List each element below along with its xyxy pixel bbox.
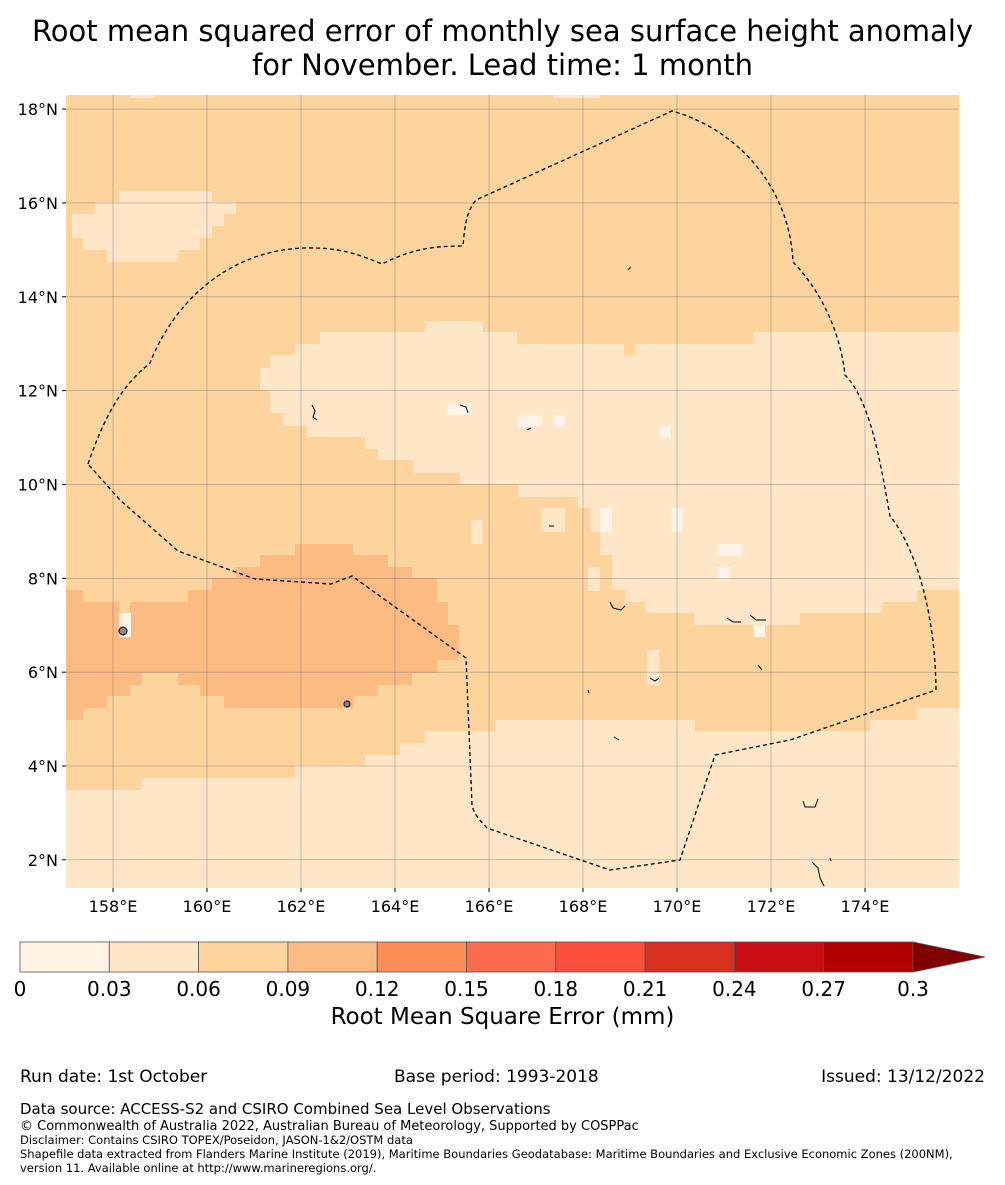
gridlines — [66, 95, 959, 888]
islands — [118, 266, 832, 887]
colorbar-tick-label: 0.18 — [534, 977, 579, 1001]
colorbar-segment — [555, 941, 646, 973]
data-source: Data source: ACCESS-S2 and CSIRO Combine… — [20, 1100, 551, 1118]
eez-boundary — [87, 110, 937, 871]
colorbar-segment — [19, 941, 110, 973]
region-high-west — [66, 544, 459, 720]
shapefile-credit-2: version 11. Available online at http://w… — [20, 1161, 377, 1175]
colorbar-segment — [734, 941, 825, 973]
colorbar-tick-label: 0.15 — [444, 977, 489, 1001]
colorbar-tick-label: 0.09 — [266, 977, 311, 1001]
colorbar-tick-label: 0.12 — [355, 977, 400, 1001]
title-line-2: for November. Lead time: 1 month — [252, 48, 753, 82]
map-fill-layer — [66, 95, 959, 888]
colorbar-tick-label: 0.06 — [176, 977, 221, 1001]
lon-tick-label: 160°E — [183, 897, 232, 916]
lon-tick-label: 172°E — [747, 897, 796, 916]
copyright: © Commonwealth of Australia 2022, Austra… — [20, 1119, 639, 1134]
colorbar-tick-label: 0.03 — [87, 977, 132, 1001]
colorbar-segment — [108, 941, 200, 973]
colorbar-ticks: 0 0.03 0.06 0.09 0.12 0.15 0.18 0.21 0.24 0.27 0.3 — [14, 977, 929, 1001]
colorbar-segment — [644, 941, 735, 973]
lon-tick-label: 164°E — [371, 897, 420, 916]
lat-tick-label: 4°N — [28, 757, 58, 776]
lon-tick-label: 170°E — [653, 897, 702, 916]
disclaimer: Disclaimer: Contains CSIRO TOPEX/Poseido… — [20, 1133, 413, 1147]
lat-tick-label: 2°N — [28, 851, 58, 870]
colorbar-extend-arrow — [912, 941, 986, 973]
colorbar-segment — [198, 941, 289, 973]
lat-tick-label: 18°N — [18, 100, 58, 119]
lat-tick-label: 10°N — [18, 475, 58, 494]
longitude-axis: 158°E 160°E 162°E 164°E 166°E 168°E 170°E 172°E… — [89, 888, 890, 916]
colorbar-segment — [376, 941, 467, 973]
colorbar — [19, 941, 986, 973]
chart-title: Root mean squared error of monthly sea s… — [0, 14, 1005, 82]
latitude-axis: 2°N 4°N 6°N 8°N 10°N 12°N 14°N 16°N 18°N — [18, 100, 66, 870]
colorbar-tick-label: 0.27 — [801, 977, 846, 1001]
run-date: Run date: 1st October — [20, 1067, 208, 1087]
title-line-1: Root mean squared error of monthly sea s… — [31, 14, 974, 48]
lat-tick-label: 14°N — [18, 288, 58, 307]
colorbar-label: Root Mean Square Error (mm) — [330, 1004, 675, 1030]
region-light-south — [66, 708, 959, 888]
lon-tick-label: 158°E — [89, 897, 138, 916]
lat-tick-label: 6°N — [28, 663, 58, 682]
base-period: Base period: 1993-2018 — [394, 1067, 599, 1087]
region-light-central — [260, 321, 959, 625]
colorbar-tick-label: 0.24 — [712, 977, 757, 1001]
shapefile-credit-1: Shapefile data extracted from Flanders M… — [20, 1147, 953, 1161]
lon-tick-label: 162°E — [277, 897, 326, 916]
lat-tick-label: 16°N — [18, 194, 58, 213]
colorbar-tick-label: 0.3 — [897, 977, 929, 1001]
issued-date: Issued: 13/12/2022 — [821, 1067, 985, 1087]
rmse-map: 2°N 4°N 6°N 8°N 10°N 12°N 14°N 16°N 18°N 158°E 16… — [14, 95, 986, 1001]
colorbar-tick-label: 0 — [14, 977, 27, 1001]
lon-tick-label: 166°E — [465, 897, 514, 916]
lon-tick-label: 168°E — [559, 897, 608, 916]
colorbar-segment — [823, 941, 914, 973]
colorbar-segment — [466, 941, 557, 973]
colorbar-tick-label: 0.21 — [623, 977, 668, 1001]
colorbar-segment — [287, 941, 378, 973]
lat-tick-label: 8°N — [28, 569, 58, 588]
lat-tick-label: 12°N — [18, 382, 58, 401]
lon-tick-label: 174°E — [841, 897, 890, 916]
